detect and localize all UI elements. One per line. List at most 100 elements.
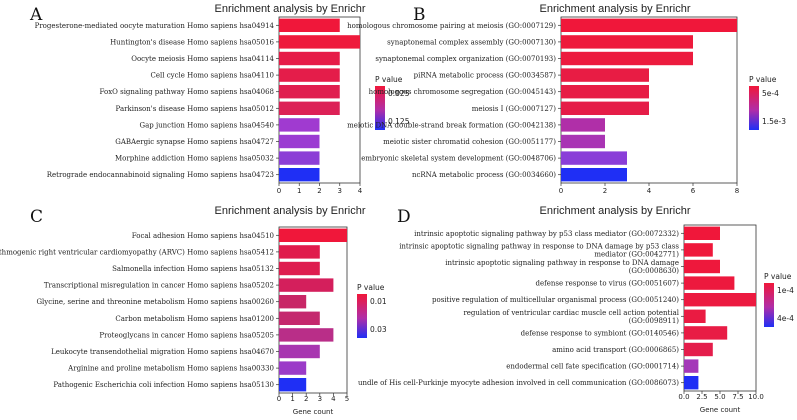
- category-label: Transcriptional misregulation in cancer …: [44, 282, 274, 290]
- category-label: intrinsic apoptotic signaling pathway by…: [414, 230, 679, 238]
- x-tick-label: 1: [290, 395, 294, 403]
- legend-tick-label: 4e-4: [777, 314, 794, 323]
- legend-title: P value: [375, 75, 403, 84]
- panel-letter: B: [413, 5, 426, 25]
- bar: [684, 376, 699, 390]
- x-tick-label: 2: [317, 187, 321, 195]
- bar: [279, 51, 340, 66]
- x-tick-label: 5.0: [714, 393, 725, 401]
- x-tick-label: 3: [338, 187, 342, 195]
- x-tick-label: 2: [304, 395, 308, 403]
- category-label: Arrhythmogenic right ventricular cardiom…: [0, 248, 274, 256]
- chart-title: Enrichment analysis by Enrichr: [539, 205, 690, 217]
- category-label: Leukocyte transendothelial migration Hom…: [51, 348, 274, 356]
- category-label: Carbon metabolism Homo sapiens hsa01200: [115, 315, 274, 323]
- bar: [561, 101, 649, 115]
- category-label: homologous chromosome pairing at meiosis…: [347, 22, 556, 30]
- bar: [279, 101, 340, 115]
- x-tick-label: 0: [277, 187, 281, 195]
- bar: [684, 342, 713, 357]
- panel-letter: A: [29, 5, 43, 25]
- category-label: Parkinson's disease Homo sapiens hsa0501…: [116, 105, 274, 113]
- bar: [561, 35, 693, 49]
- category-label: GABAergic synapse Homo sapiens hsa04727: [115, 138, 274, 146]
- legend-tick-label: 1e-4: [777, 286, 794, 295]
- category-label: piRNA metabolic process (GO:0034587): [414, 72, 557, 80]
- category-label: amino acid transport (GO:0006865): [552, 346, 679, 354]
- legend-colorbar: [749, 86, 759, 130]
- category-label: homologous chromosome segregation (GO:00…: [369, 88, 557, 96]
- x-tick-label: 4: [647, 187, 652, 195]
- bar: [561, 168, 627, 182]
- x-tick-label: 10.0: [748, 393, 764, 401]
- legend-tick-label: 5e-4: [762, 89, 779, 98]
- category-label: defense response to virus (GO:0051607): [535, 280, 679, 288]
- bar: [279, 378, 307, 392]
- bar: [279, 361, 307, 375]
- panel-c: C Enrichment analysis by Enrichr Focal adh…: [0, 205, 387, 416]
- bar: [561, 51, 693, 66]
- bar: [279, 18, 340, 32]
- legend-title: P value: [764, 272, 792, 281]
- panel-letter: D: [397, 207, 411, 227]
- x-tick-label: 2.5: [696, 393, 707, 401]
- legend-title: P value: [749, 75, 777, 84]
- category-label: endodermal cell fate specification (GO:0…: [506, 363, 679, 371]
- bar: [684, 326, 728, 340]
- category-label: Huntington's disease Homo sapiens hsa050…: [110, 38, 274, 46]
- bar: [684, 293, 756, 307]
- x-tick-label: 5: [345, 395, 349, 403]
- legend-tick-label: 1.5e-3: [762, 117, 786, 126]
- category-label: meiotic DNA double-strand break formatio…: [347, 121, 556, 129]
- category-label: Progesterone-mediated oocyte maturation …: [35, 22, 275, 30]
- category-label: FoxO signaling pathway Homo sapiens hsa0…: [100, 88, 275, 96]
- bar: [279, 151, 320, 165]
- category-label: Arginine and proline metabolism Homo sap…: [67, 365, 274, 373]
- category-label: positive regulation of multicellular org…: [432, 296, 679, 304]
- legend-colorbar: [357, 294, 367, 338]
- category-label: Retrograde endocannabinoid signaling Hom…: [47, 171, 274, 179]
- plot-frame: [278, 226, 348, 394]
- category-label: Salmonella infection Homo sapiens hsa051…: [112, 265, 274, 273]
- category-label: (GO:0008630): [629, 267, 680, 275]
- bar: [279, 118, 320, 132]
- bar: [279, 311, 320, 325]
- category-label: Morphine addiction Homo sapiens hsa05032: [115, 155, 274, 163]
- legend-tick-label: 0.025: [388, 89, 410, 98]
- bar: [279, 261, 320, 276]
- x-axis-label: Gene count: [293, 408, 334, 416]
- x-tick-label: 0.0: [678, 393, 689, 401]
- bar: [684, 359, 699, 373]
- bar: [561, 134, 605, 149]
- legend-colorbar: [764, 283, 774, 327]
- category-label: intrinsic apoptotic signaling pathway in…: [399, 242, 679, 250]
- legend-tick-label: 0.03: [370, 325, 387, 334]
- category-label: mediator (GO:0042771): [594, 250, 679, 258]
- panel-a: A Enrichment analysis by Enrichr Progester…: [29, 3, 410, 195]
- category-label: Oocyte meiosis Homo sapiens hsa04114: [131, 55, 274, 63]
- bar: [279, 134, 320, 149]
- category-label: Glycine, serine and threonine metabolism…: [36, 298, 274, 306]
- x-tick-label: 7.5: [732, 393, 743, 401]
- category-label: synaptonemal complex organization (GO:00…: [375, 55, 556, 63]
- bar: [279, 85, 340, 99]
- category-label: meiotic sister chromatid cohesion (GO:00…: [383, 138, 556, 146]
- bar: [279, 344, 320, 359]
- panel-d: D Enrichment analysis by Enrichr intrinsic…: [358, 205, 794, 414]
- category-label: intrinsic apoptotic signaling pathway in…: [445, 259, 679, 267]
- legend-tick-label: 0.125: [388, 117, 410, 126]
- x-axis-label: Gene count: [700, 406, 741, 414]
- bar: [279, 168, 320, 182]
- category-label: regulation of ventricular cardiac muscle…: [463, 309, 679, 317]
- bar: [684, 243, 713, 257]
- bar: [561, 18, 737, 32]
- category-label: synaptonemal complex assembly (GO:000713…: [387, 38, 556, 46]
- bar: [684, 309, 706, 323]
- chart-title: Enrichment analysis by Enrichr: [214, 205, 365, 217]
- category-label: meiosis I (GO:0007127): [472, 105, 556, 113]
- bar: [279, 328, 334, 342]
- legend-tick-label: 0.01: [370, 297, 387, 306]
- category-label: Pathogenic Escherichia coli infection Ho…: [53, 381, 274, 389]
- bar: [279, 278, 334, 292]
